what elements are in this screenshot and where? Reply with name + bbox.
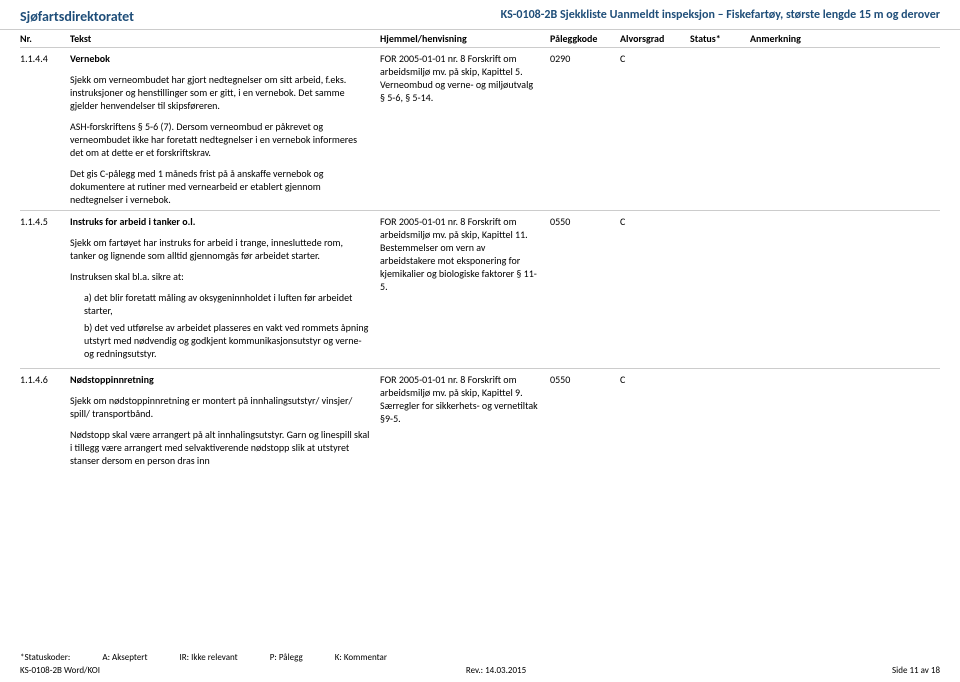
row-alvor: C — [620, 373, 690, 467]
table-header-row: Nr. Tekst Hjemmel/henvisning Påleggkode … — [0, 30, 960, 47]
status-p: P: Pålegg — [270, 652, 303, 663]
row-title: Instruks for arbeid i tanker o.l. — [70, 215, 370, 228]
row-nr: 1.1.4.5 — [20, 215, 70, 364]
table-row: 1.1.4.4 Vernebok Sjekk om verneombudet h… — [20, 47, 940, 210]
col-header-kode: Påleggkode — [550, 32, 620, 45]
row-para: Det gis C-pålegg med 1 måneds frist på å… — [70, 167, 370, 206]
sublist-item: b) det ved utførelse av arbeidet plasser… — [84, 321, 370, 360]
org-name: Sjøfartsdirektoratet — [20, 8, 134, 25]
row-anm — [750, 373, 940, 467]
table-body: 1.1.4.4 Vernebok Sjekk om verneombudet h… — [0, 47, 960, 471]
table-row: 1.1.4.5 Instruks for arbeid i tanker o.l… — [20, 210, 940, 368]
row-status — [690, 373, 750, 467]
page-footer: *Statuskoder: A: Akseptert IR: Ikke rele… — [20, 652, 940, 676]
row-kode: 0290 — [550, 52, 620, 206]
row-para: Sjekk om fartøyet har instruks for arbei… — [70, 236, 370, 262]
col-header-tekst: Tekst — [70, 32, 380, 45]
row-hjemmel: FOR 2005-01-01 nr. 8 Forskrift om arbeid… — [380, 215, 550, 364]
row-para: Sjekk om verneombudet har gjort nedtegne… — [70, 73, 370, 112]
row-hjemmel: FOR 2005-01-01 nr. 8 Forskrift om arbeid… — [380, 373, 550, 467]
row-status — [690, 52, 750, 206]
row-sublist: a) det blir foretatt måling av oksygenin… — [84, 291, 370, 360]
row-para: Nødstopp skal være arrangert på alt innh… — [70, 428, 370, 467]
status-label: *Statuskoder: — [20, 652, 70, 663]
row-tekst: Vernebok Sjekk om verneombudet har gjort… — [70, 52, 380, 206]
page-header: Sjøfartsdirektoratet KS-0108-2B Sjekklis… — [0, 0, 960, 30]
row-anm — [750, 215, 940, 364]
row-status — [690, 215, 750, 364]
doc-id: KS-0108-2B Word/KOI — [20, 665, 100, 676]
row-anm — [750, 52, 940, 206]
col-header-alvor: Alvorsgrad — [620, 32, 690, 45]
row-alvor: C — [620, 215, 690, 364]
row-tekst: Instruks for arbeid i tanker o.l. Sjekk … — [70, 215, 380, 364]
row-title: Nødstoppinnretning — [70, 373, 370, 386]
row-nr: 1.1.4.4 — [20, 52, 70, 206]
row-title: Vernebok — [70, 52, 370, 65]
page-number: Side 11 av 18 — [892, 665, 940, 676]
row-para: ASH-forskriftens § 5-6 (7). Dersom verne… — [70, 120, 370, 159]
row-para: Instruksen skal bl.a. sikre at: — [70, 270, 370, 283]
row-nr: 1.1.4.6 — [20, 373, 70, 467]
revision: Rev.: 14.03.2015 — [466, 665, 526, 676]
row-alvor: C — [620, 52, 690, 206]
row-hjemmel: FOR 2005-01-01 nr. 8 Forskrift om arbeid… — [380, 52, 550, 206]
col-header-anm: Anmerkning — [750, 32, 940, 45]
row-kode: 0550 — [550, 215, 620, 364]
table-row: 1.1.4.6 Nødstoppinnretning Sjekk om nøds… — [20, 368, 940, 471]
row-kode: 0550 — [550, 373, 620, 467]
status-k: K: Kommentar — [335, 652, 387, 663]
col-header-nr: Nr. — [20, 32, 70, 45]
sublist-item: a) det blir foretatt måling av oksygenin… — [84, 291, 370, 317]
status-a: A: Akseptert — [102, 652, 147, 663]
doc-title: KS-0108-2B Sjekkliste Uanmeldt inspeksjo… — [501, 8, 940, 25]
col-header-status: Status* — [690, 32, 750, 45]
status-codes-legend: *Statuskoder: A: Akseptert IR: Ikke rele… — [20, 652, 940, 663]
status-ir: IR: Ikke relevant — [180, 652, 238, 663]
col-header-hjemmel: Hjemmel/henvisning — [380, 32, 550, 45]
row-para: Sjekk om nødstoppinnretning er montert p… — [70, 394, 370, 420]
footer-bottom: KS-0108-2B Word/KOI Rev.: 14.03.2015 Sid… — [20, 665, 940, 676]
row-tekst: Nødstoppinnretning Sjekk om nødstoppinnr… — [70, 373, 380, 467]
